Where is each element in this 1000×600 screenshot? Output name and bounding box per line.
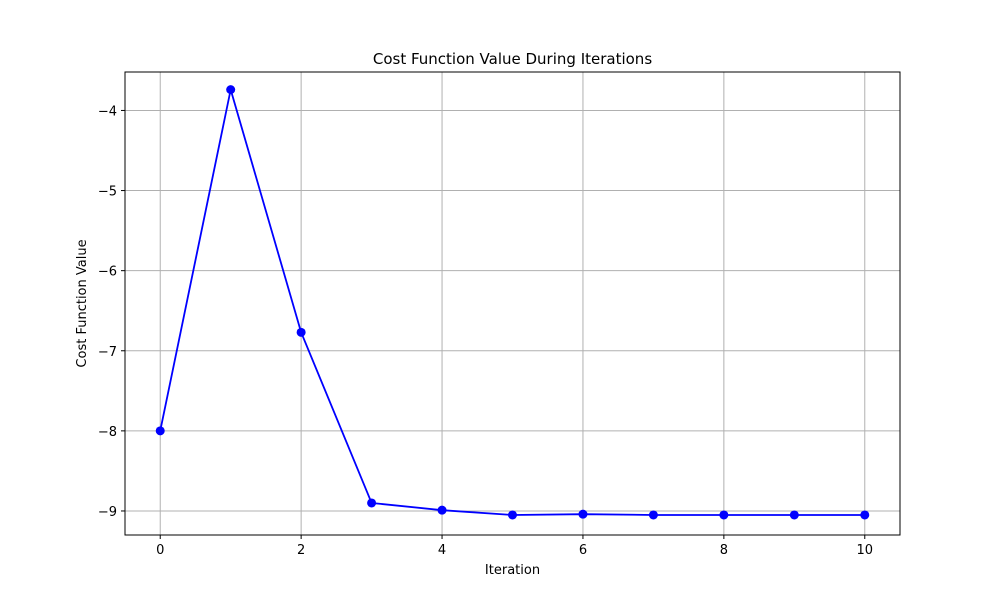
- data-point: [578, 509, 588, 519]
- y-tick-label: −8: [98, 425, 117, 440]
- data-series: [155, 85, 870, 520]
- x-tick-label: 0: [156, 543, 164, 558]
- y-tick-label: −4: [98, 104, 117, 119]
- y-axis-label: Cost Function Value: [75, 239, 90, 367]
- x-tick-label: 2: [297, 543, 305, 558]
- data-point: [789, 510, 799, 520]
- x-tick-label: 6: [579, 543, 587, 558]
- y-tick-label: −6: [98, 265, 117, 280]
- plot-area-frame: [124, 71, 901, 536]
- x-tick-label: 4: [438, 543, 446, 558]
- x-tick-label: 10: [856, 543, 873, 558]
- x-tick-label: 8: [720, 543, 728, 558]
- data-point: [508, 510, 517, 520]
- series-line: [159, 88, 865, 516]
- y-tick-label: −9: [98, 505, 117, 520]
- y-tick-label: −7: [98, 345, 117, 360]
- data-point: [648, 510, 658, 520]
- chart-title: Cost Function Value During Iterations: [373, 50, 652, 68]
- data-point: [719, 510, 729, 520]
- axis-ticks: 0 2 4 6 8 10 −9 −8 −7 −6 −5 −4: [98, 104, 873, 558]
- data-point: [155, 426, 165, 436]
- data-point: [296, 327, 306, 337]
- y-tick-label: −5: [98, 185, 117, 200]
- data-point: [226, 85, 236, 95]
- data-point: [860, 510, 870, 520]
- grid: [125, 72, 900, 535]
- data-point: [437, 505, 447, 515]
- data-point: [367, 498, 377, 508]
- x-axis-label: Iteration: [485, 563, 540, 578]
